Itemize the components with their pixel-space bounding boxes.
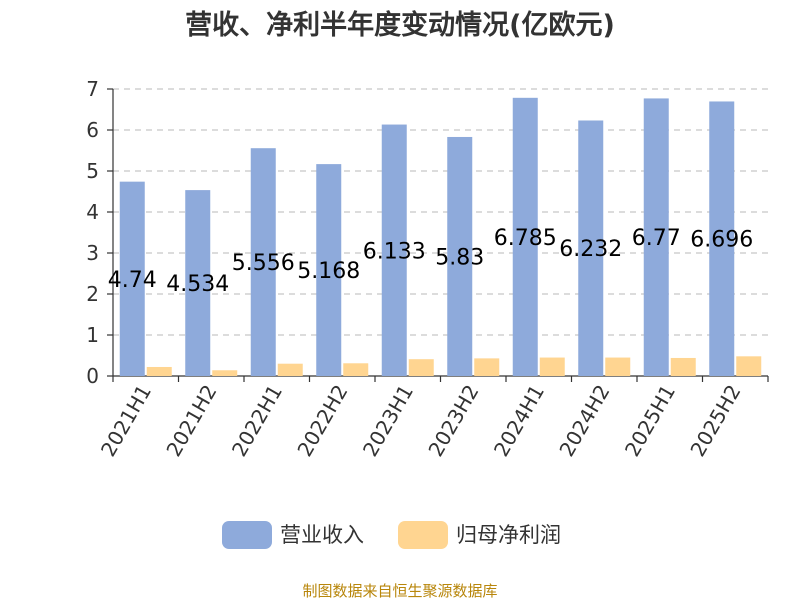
data-label-revenue: 4.74	[108, 268, 157, 293]
bar-revenue[interactable]	[250, 148, 276, 376]
x-tick-label: 2022H1	[227, 381, 287, 461]
bar-revenue[interactable]	[578, 120, 604, 376]
x-tick-label: 2021H1	[96, 381, 156, 461]
data-label-revenue: 6.77	[632, 226, 681, 251]
bar-net-profit[interactable]	[277, 363, 303, 376]
data-label-revenue: 5.168	[297, 259, 360, 284]
data-label-revenue: 6.232	[559, 237, 622, 262]
bar-revenue[interactable]	[185, 190, 211, 376]
bar-revenue[interactable]	[709, 101, 735, 377]
y-tick-label: 4	[86, 200, 99, 224]
legend-swatch	[222, 521, 272, 549]
bar-net-profit[interactable]	[343, 363, 369, 376]
data-label-revenue: 6.785	[494, 226, 557, 251]
bar-revenue[interactable]	[119, 181, 145, 376]
bar-revenue[interactable]	[643, 98, 669, 377]
bar-net-profit[interactable]	[212, 370, 238, 376]
bar-revenue[interactable]	[447, 136, 473, 376]
bar-net-profit[interactable]	[408, 359, 434, 376]
bar-net-profit[interactable]	[736, 356, 762, 376]
x-tick-label: 2021H2	[161, 381, 221, 461]
x-tick-label: 2022H2	[292, 381, 352, 461]
y-tick-label: 5	[86, 159, 99, 183]
y-tick-labels: 0 1 2 3 4 5 6 7	[86, 77, 99, 388]
y-tick-label: 0	[86, 364, 99, 388]
bar-net-profit[interactable]	[605, 357, 631, 376]
bar-net-profit[interactable]	[474, 358, 500, 376]
y-tick-label: 3	[86, 241, 99, 265]
data-label-revenue: 5.556	[232, 251, 295, 276]
legend-item-revenue[interactable]: 营业收入	[222, 521, 364, 549]
x-tick-label: 2023H1	[358, 381, 418, 461]
bars	[119, 97, 762, 377]
data-label-revenue: 4.534	[166, 272, 229, 297]
x-tick-label: 2024H2	[554, 381, 614, 461]
bar-net-profit[interactable]	[539, 357, 565, 376]
bar-revenue[interactable]	[381, 124, 407, 376]
bar-revenue[interactable]	[512, 97, 538, 376]
grid-lines	[113, 88, 768, 336]
legend-item-net-profit[interactable]: 归母净利润	[398, 521, 561, 549]
legend[interactable]: 营业收入 归母净利润	[222, 521, 561, 549]
y-tick-label: 2	[86, 282, 99, 306]
x-tick-label: 2025H1	[620, 381, 680, 461]
x-tick-label: 2023H2	[423, 381, 483, 461]
source-note: 制图数据来自恒生聚源数据库	[302, 582, 497, 600]
x-tick-labels: 2021H1 2021H2 2022H1 2022H2 2023H1 2023H2 2024…	[96, 381, 746, 461]
data-label-revenue: 6.696	[690, 228, 753, 253]
y-tick-label: 1	[86, 323, 99, 347]
bar-net-profit[interactable]	[146, 366, 172, 376]
x-tick-label: 2025H2	[685, 381, 745, 461]
x-tick-label: 2024H1	[489, 381, 549, 461]
bar-revenue[interactable]	[316, 164, 342, 376]
y-tick-label: 6	[86, 118, 99, 142]
bar-net-profit[interactable]	[670, 357, 696, 376]
legend-swatch	[398, 521, 448, 549]
data-label-revenue: 6.133	[363, 239, 426, 264]
legend-label: 营业收入	[280, 523, 364, 547]
data-label-revenue: 5.83	[435, 245, 484, 270]
legend-label: 归母净利润	[456, 523, 561, 547]
y-tick-label: 7	[86, 77, 99, 101]
chart-title: 营收、净利半年度变动情况(亿欧元)	[185, 9, 615, 41]
